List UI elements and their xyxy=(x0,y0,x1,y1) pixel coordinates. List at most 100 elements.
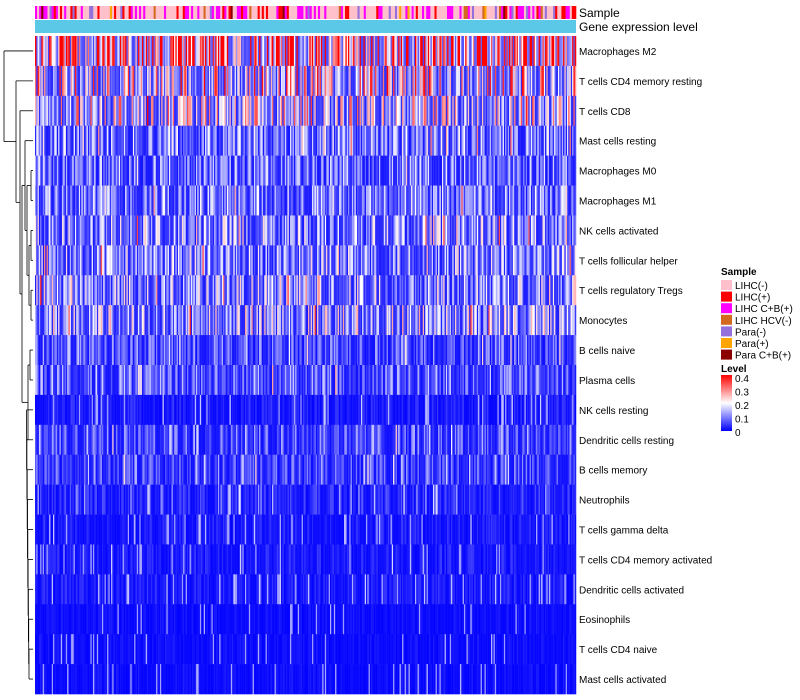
heatmap-cell xyxy=(489,275,492,306)
heatmap-cell xyxy=(100,275,103,306)
heatmap-cell xyxy=(332,185,335,216)
heatmap-cell xyxy=(63,245,65,276)
heatmap-cell xyxy=(279,65,282,97)
heatmap-cell xyxy=(452,155,454,186)
heatmap-cell xyxy=(145,215,148,246)
heatmap-cell xyxy=(260,215,262,246)
heatmap-cell xyxy=(340,305,342,336)
heatmap-cell xyxy=(360,305,363,336)
heatmap-cell xyxy=(211,125,214,156)
heatmap-cell xyxy=(304,95,306,127)
heatmap-cell xyxy=(216,275,219,306)
heatmap-cell xyxy=(198,275,201,306)
heatmap-cell xyxy=(436,36,439,67)
heatmap-cell xyxy=(59,305,62,336)
heatmap-cell xyxy=(573,155,575,186)
heatmap-cell xyxy=(78,185,81,216)
heatmap-cell xyxy=(122,305,125,336)
heatmap-cell xyxy=(73,275,76,306)
heatmap-cell xyxy=(83,185,86,216)
heatmap-cell xyxy=(120,365,122,396)
heatmap-cell xyxy=(214,305,216,336)
heatmap-cell xyxy=(337,305,340,336)
heatmap-cell xyxy=(277,215,279,246)
heatmap-cell xyxy=(447,185,449,216)
heatmap-cell xyxy=(439,65,441,97)
heatmap-cell xyxy=(369,245,372,276)
sample-cell xyxy=(565,6,568,19)
heatmap-cell xyxy=(257,95,260,127)
heatmap-cell xyxy=(100,305,103,336)
heatmap-cell xyxy=(534,215,537,246)
heatmap-cell xyxy=(479,125,481,156)
heatmap-cell xyxy=(112,65,114,97)
heatmap-cell xyxy=(472,305,475,336)
heatmap-cell xyxy=(443,125,445,156)
heatmap-cell xyxy=(171,275,174,306)
heatmap-cell xyxy=(116,365,118,396)
heatmap-cell xyxy=(158,275,161,306)
heatmap-cell xyxy=(405,65,408,97)
heatmap-cell xyxy=(319,36,322,67)
heatmap-cell xyxy=(404,36,407,67)
heatmap-cell xyxy=(194,335,197,366)
heatmap-cell xyxy=(405,185,408,216)
heatmap-cell xyxy=(168,155,171,186)
heatmap-cell xyxy=(328,305,331,336)
heatmap-cell xyxy=(62,95,64,127)
heatmap-cell xyxy=(315,95,318,127)
heatmap-cell xyxy=(42,95,45,127)
heatmap-cell xyxy=(274,125,277,156)
heatmap-cell xyxy=(282,95,284,127)
heatmap-cell xyxy=(394,95,396,127)
heatmap-cell xyxy=(537,65,539,97)
heatmap-cell xyxy=(566,65,569,97)
heatmap-cell xyxy=(364,155,367,186)
heatmap-cell xyxy=(439,275,441,306)
heatmap-cell xyxy=(111,365,113,396)
heatmap-cell xyxy=(309,65,311,97)
heatmap-cell xyxy=(127,215,130,246)
heatmap-cell xyxy=(421,155,423,186)
heatmap-row xyxy=(35,65,577,97)
heatmap-cell xyxy=(381,65,384,97)
heatmap-cell xyxy=(139,245,141,276)
heatmap-cell xyxy=(433,155,435,186)
heatmap-cell xyxy=(313,36,315,67)
heatmap-cell xyxy=(275,335,278,366)
heatmap-cell xyxy=(545,335,547,366)
heatmap-cell xyxy=(71,365,73,396)
heatmap-cell xyxy=(166,125,168,156)
heatmap-cell xyxy=(363,155,365,186)
heatmap-cell xyxy=(364,125,367,156)
heatmap-cell xyxy=(528,95,530,127)
sample-cell xyxy=(494,6,498,19)
heatmap-cell xyxy=(496,36,498,67)
heatmap-cell xyxy=(189,125,192,156)
heatmap-cell xyxy=(420,335,422,366)
heatmap-cell xyxy=(472,215,475,246)
heatmap-cell xyxy=(71,305,73,336)
heatmap-cell xyxy=(502,215,505,246)
heatmap-cell xyxy=(168,65,171,97)
heatmap-cell xyxy=(225,305,228,336)
heatmap-cell xyxy=(95,245,98,276)
heatmap-cell xyxy=(438,36,440,67)
heatmap-cell xyxy=(176,185,179,216)
heatmap-cell xyxy=(51,305,54,336)
heatmap-cell xyxy=(138,245,140,276)
heatmap-cell xyxy=(435,155,438,186)
heatmap-cell xyxy=(132,245,135,276)
heatmap-cell xyxy=(145,65,148,97)
sample-cell xyxy=(134,6,138,19)
sample-cell xyxy=(499,6,502,19)
heatmap-cell xyxy=(190,305,193,336)
heatmap-cell xyxy=(99,125,101,156)
heatmap-cell xyxy=(118,36,121,67)
heatmap-cell xyxy=(76,245,78,276)
heatmap-cell xyxy=(293,245,296,276)
heatmap-cell xyxy=(86,36,89,67)
heatmap-cell xyxy=(445,245,448,276)
heatmap-cell xyxy=(332,125,335,156)
heatmap-cell xyxy=(253,95,256,127)
